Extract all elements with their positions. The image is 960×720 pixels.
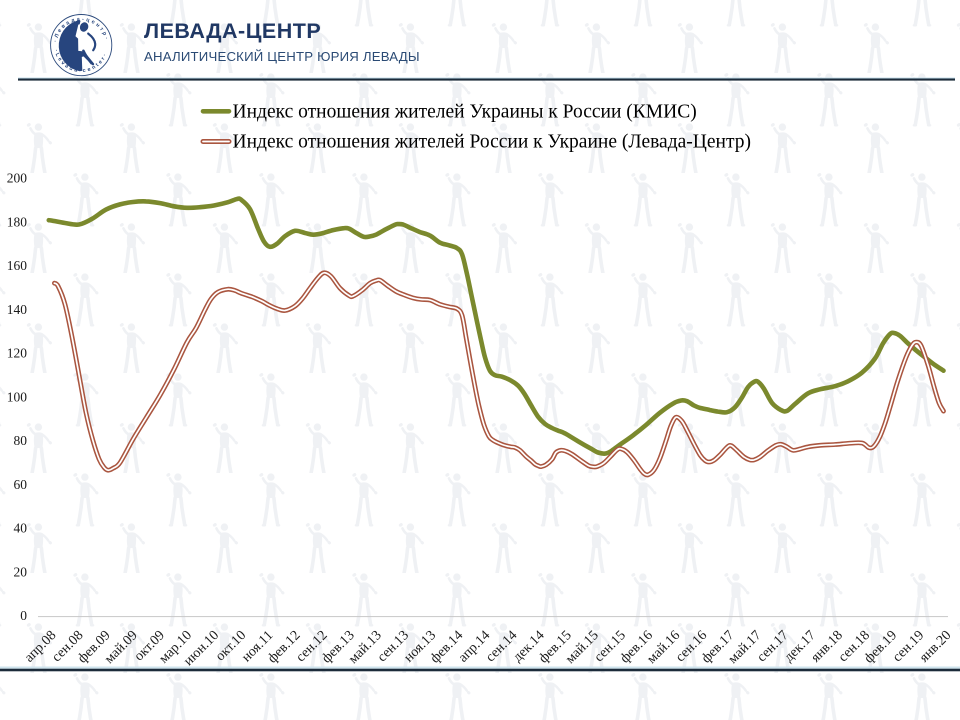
svg-text:0: 0	[20, 608, 27, 623]
svg-text:40: 40	[14, 521, 28, 536]
svg-text:20: 20	[14, 565, 28, 580]
svg-text:ЛЕВАДА-ЦЕНТР: ЛЕВАДА-ЦЕНТР	[144, 19, 321, 43]
svg-text:АНАЛИТИЧЕСКИЙ ЦЕНТР ЮРИЯ ЛЕВАД: АНАЛИТИЧЕСКИЙ ЦЕНТР ЮРИЯ ЛЕВАДЫ	[144, 49, 420, 64]
svg-text:120: 120	[7, 346, 28, 361]
svg-text:200: 200	[7, 171, 28, 186]
svg-text:100: 100	[7, 389, 28, 404]
svg-text:Индекс отношения жителей Украи: Индекс отношения жителей Украины к Росси…	[233, 102, 697, 123]
svg-text:180: 180	[7, 214, 28, 229]
svg-text:Индекс отношения жителей Росси: Индекс отношения жителей России к Украин…	[233, 132, 751, 153]
svg-text:80: 80	[14, 433, 28, 448]
svg-text:60: 60	[14, 477, 28, 492]
svg-text:160: 160	[7, 258, 28, 273]
svg-text:140: 140	[7, 302, 28, 317]
